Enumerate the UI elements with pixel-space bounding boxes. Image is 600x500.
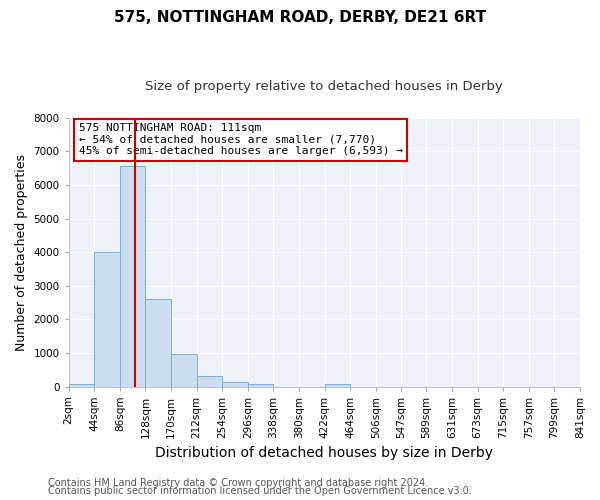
X-axis label: Distribution of detached houses by size in Derby: Distribution of detached houses by size … [155, 446, 493, 460]
Y-axis label: Number of detached properties: Number of detached properties [15, 154, 28, 350]
Bar [120, 166, 145, 386]
Text: 575, NOTTINGHAM ROAD, DERBY, DE21 6RT: 575, NOTTINGHAM ROAD, DERBY, DE21 6RT [114, 10, 486, 25]
Bar [69, 384, 94, 386]
Text: Contains public sector information licensed under the Open Government Licence v3: Contains public sector information licen… [48, 486, 472, 496]
Bar [197, 376, 222, 386]
Title: Size of property relative to detached houses in Derby: Size of property relative to detached ho… [145, 80, 503, 93]
Bar [94, 252, 120, 386]
Bar [222, 382, 248, 386]
Text: Contains HM Land Registry data © Crown copyright and database right 2024.: Contains HM Land Registry data © Crown c… [48, 478, 428, 488]
Bar [145, 299, 171, 386]
Text: 575 NOTTINGHAM ROAD: 111sqm
← 54% of detached houses are smaller (7,770)
45% of : 575 NOTTINGHAM ROAD: 111sqm ← 54% of det… [79, 123, 403, 156]
Bar [325, 384, 350, 386]
Bar [248, 384, 274, 386]
Bar [171, 354, 197, 386]
